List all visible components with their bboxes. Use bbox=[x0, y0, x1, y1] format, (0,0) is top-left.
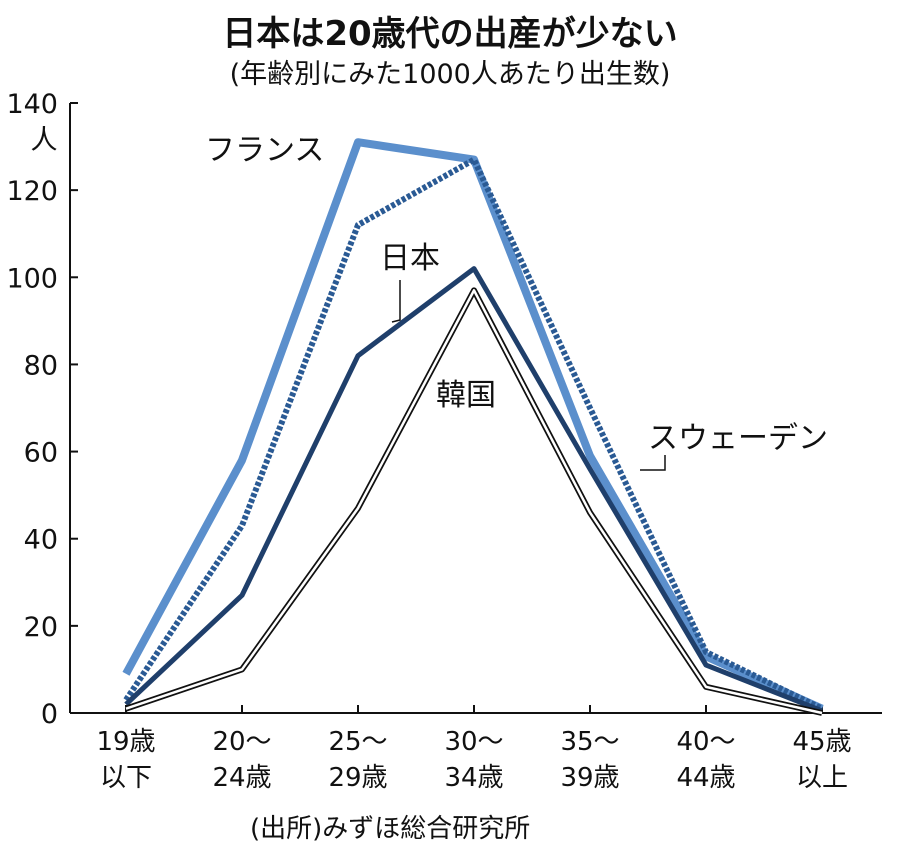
x-tick-label: 44歳 bbox=[676, 763, 735, 793]
series-line-韓国-inner bbox=[125, 289, 823, 715]
x-tick-label: 25～ bbox=[328, 727, 387, 757]
y-tick-label: 140 bbox=[6, 89, 58, 120]
chart-title: 日本は20歳代の出産が少ない bbox=[222, 14, 678, 54]
legend-label: フランス bbox=[205, 133, 324, 168]
series-line-韓国 bbox=[125, 287, 823, 716]
leader-line bbox=[640, 455, 666, 471]
leader-line bbox=[391, 280, 401, 323]
y-tick-label: 60 bbox=[24, 438, 58, 469]
series-line-スウェーデン bbox=[123, 155, 824, 712]
x-tick-label: 以下 bbox=[100, 763, 152, 793]
x-tick-label: 19歳 bbox=[96, 727, 155, 757]
y-tick-label: 0 bbox=[41, 699, 58, 730]
x-tick-label: 45歳 bbox=[792, 727, 851, 757]
x-tick-label: 40～ bbox=[676, 727, 735, 757]
y-tick-label: 120 bbox=[6, 176, 58, 207]
x-tick-label: 30～ bbox=[444, 727, 503, 757]
x-tick-label: 以上 bbox=[796, 763, 848, 793]
legend-label: 日本 bbox=[380, 241, 440, 276]
y-axis-unit: 人 bbox=[31, 125, 58, 156]
legend-label: 韓国 bbox=[436, 378, 496, 413]
y-tick-label: 40 bbox=[24, 525, 58, 556]
series-line-フランス bbox=[122, 138, 824, 713]
x-tick-label: 20～ bbox=[212, 727, 271, 757]
chart-subtitle: (年齢別にみた1000人あたり出生数) bbox=[229, 59, 671, 90]
y-tick-label: 80 bbox=[24, 350, 58, 381]
x-tick-label: 39歳 bbox=[560, 763, 619, 793]
y-tick-label: 100 bbox=[6, 263, 58, 294]
x-tick-label: 24歳 bbox=[212, 763, 271, 793]
y-tick-label: 20 bbox=[24, 612, 58, 643]
x-tick-label: 34歳 bbox=[444, 763, 503, 793]
x-tick-label: 29歳 bbox=[328, 763, 387, 793]
legend-label: スウェーデン bbox=[648, 421, 828, 456]
source-note: (出所)みずほ総合研究所 bbox=[250, 814, 531, 844]
x-tick-label: 35～ bbox=[560, 727, 619, 757]
series-line-日本 bbox=[124, 266, 823, 714]
